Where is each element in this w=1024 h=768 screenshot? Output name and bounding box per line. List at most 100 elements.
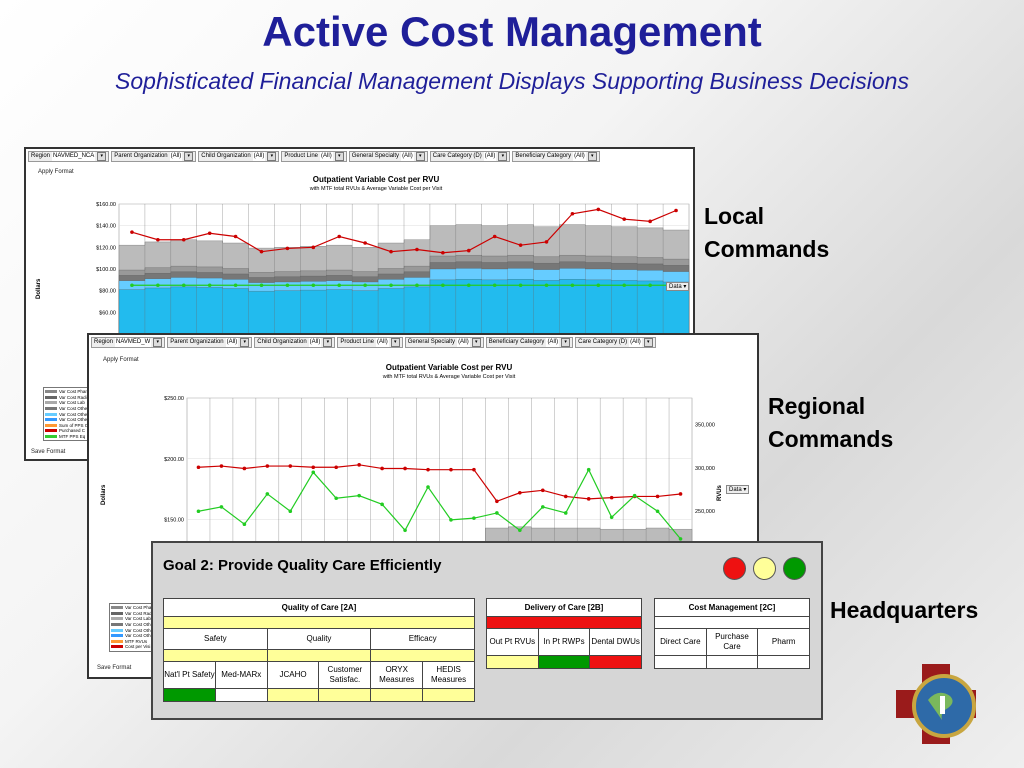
filter-dropdown[interactable]: Child Organization (All) ▾ <box>198 151 280 162</box>
filter-dropdown[interactable]: Beneficiary Category (All) ▾ <box>485 337 574 348</box>
local-legend: Var Cost Phar Var Cost Radi Var Cost Lab Va… <box>43 387 93 442</box>
metric-jcaho[interactable]: JCAHO <box>266 661 320 689</box>
purchased-point <box>181 237 186 242</box>
legend-swatch <box>111 634 123 638</box>
dashboard-title: Goal 2: Provide Quality Care Efficiently <box>163 557 442 574</box>
filter-dropdown[interactable]: General Specialty (All) ▾ <box>404 337 484 348</box>
metric-natl-pt-safety[interactable]: Nat'l Pt Safety <box>163 661 216 689</box>
chevron-down-icon[interactable]: ▾ <box>334 152 344 161</box>
save-format-link[interactable]: Save Format <box>31 449 66 455</box>
regional-data-field[interactable]: Data ▾ <box>726 485 750 494</box>
apply-format-link[interactable]: Apply Format <box>38 169 74 175</box>
chevron-down-icon[interactable]: ▾ <box>240 338 250 347</box>
legend-swatch <box>111 628 123 632</box>
chevron-down-icon[interactable]: ▾ <box>323 338 333 347</box>
y2-tick-label: 300,000 <box>695 466 715 472</box>
chevron-down-icon[interactable]: ▾ <box>97 152 107 161</box>
chevron-down-icon[interactable]: ▾ <box>587 152 597 161</box>
mtf-pps-point <box>259 283 264 288</box>
mtf-rvus-point <box>334 496 339 501</box>
legend-swatch <box>111 606 123 610</box>
mtf-rvus-point <box>242 522 247 527</box>
metric-oryx[interactable]: ORYX Measures <box>370 661 424 689</box>
label-line: Commands <box>768 426 894 452</box>
purchased-point <box>156 237 160 242</box>
filter-value: (All) <box>225 338 239 347</box>
metric-dental-dwus[interactable]: Dental DWUs <box>589 628 642 656</box>
legend-item: Var Cost Rad <box>111 611 156 617</box>
mtf-pps-point <box>311 283 316 288</box>
filter-label: Product Line <box>284 153 319 159</box>
mtf-rvus-point <box>586 467 591 472</box>
purchased-point <box>311 245 316 250</box>
metric-med-marx[interactable]: Med-MARx <box>214 661 268 689</box>
filter-dropdown[interactable]: Region NAVMED_NCA ▾ <box>28 151 110 162</box>
filter-dropdown[interactable]: Care Category (D) (All) ▾ <box>429 151 511 162</box>
delivery-of-care-header[interactable]: Delivery of Care [2B] <box>486 598 642 617</box>
metric-purchase-care[interactable]: Purchase Care <box>705 628 759 656</box>
local-data-field[interactable]: Data ▾ <box>666 282 690 291</box>
metric-direct-care[interactable]: Direct Care <box>654 628 707 656</box>
cost-per-visit-point <box>311 465 316 470</box>
apply-format-link[interactable]: Apply Format <box>103 357 139 363</box>
chevron-down-icon[interactable]: ▾ <box>184 152 194 161</box>
cost-per-visit-line <box>198 464 681 502</box>
chevron-down-icon[interactable]: ▾ <box>267 152 277 161</box>
filter-dropdown[interactable]: Region NAVMED_W ▾ <box>91 337 166 348</box>
legend-label: MTF RVUs <box>125 638 148 644</box>
efficacy-group[interactable]: Efficacy <box>370 628 475 650</box>
status-cell <box>705 655 759 669</box>
quality-group[interactable]: Quality <box>266 628 372 650</box>
legend-item: Var Cost Oth <box>111 627 156 633</box>
chevron-down-icon[interactable]: ▾ <box>471 338 481 347</box>
legend-label: MTF PPS Eq <box>59 434 86 440</box>
mtf-rvus-point <box>563 511 568 515</box>
metric-customer-satisfac[interactable]: Customer Satisfac. <box>318 661 372 689</box>
chevron-down-icon[interactable]: ▾ <box>153 338 163 347</box>
metric-pharm[interactable]: Pharm <box>757 628 810 656</box>
filter-dropdown[interactable]: Parent Organization (All) ▾ <box>111 151 197 162</box>
legend-item: Var Cost Phar <box>45 389 91 395</box>
filter-dropdown[interactable]: Care Category (D) (All) ▾ <box>575 337 656 348</box>
y-tick-label: $250.00 <box>164 396 184 402</box>
filter-dropdown[interactable]: Product Line (All) ▾ <box>281 151 347 162</box>
local-commands-label: Local Commands <box>704 200 829 266</box>
local-filter-bar[interactable]: Region NAVMED_NCA ▾ Parent Organization (All… <box>28 151 600 162</box>
filter-value: (All) <box>573 152 586 161</box>
chevron-down-icon[interactable]: ▾ <box>415 152 425 161</box>
quality-of-care-table: Quality of Care [2A] Safety Quality Effi… <box>163 598 475 702</box>
metric-in-pt-rwps[interactable]: In Pt RWPs <box>537 628 591 656</box>
filter-dropdown[interactable]: Product Line (All) ▾ <box>337 337 403 348</box>
filter-dropdown[interactable]: Parent Organization (All) ▾ <box>167 337 253 348</box>
mtf-pps-point <box>156 283 160 288</box>
chevron-down-icon[interactable]: ▾ <box>561 338 571 347</box>
local-chart-title: Outpatient Variable Cost per RVU <box>312 175 440 184</box>
regional-commands-label: Regional Commands <box>768 390 893 456</box>
chevron-down-icon[interactable]: ▾ <box>643 338 653 347</box>
mtf-rvus-point <box>265 492 270 496</box>
mtf-rvus-line <box>198 468 681 540</box>
safety-group[interactable]: Safety <box>163 628 268 650</box>
mtf-rvus-point <box>449 518 453 522</box>
purchased-point <box>233 234 238 239</box>
status-cell <box>486 655 539 669</box>
metric-out-pt-rvus[interactable]: Out Pt RVUs <box>486 628 539 656</box>
chevron-down-icon[interactable]: ▾ <box>390 338 400 347</box>
filter-dropdown[interactable]: Child Organization (All) ▾ <box>254 337 336 348</box>
filter-dropdown[interactable]: Beneficiary Category (All) ▾ <box>512 151 600 162</box>
filter-dropdown[interactable]: General Specialty (All) ▾ <box>348 151 428 162</box>
filter-value: (All) <box>376 338 389 347</box>
legend-label: Var Cost Rad <box>125 610 152 616</box>
save-format-link[interactable]: Save Format <box>97 665 132 671</box>
cost-management-header[interactable]: Cost Management [2C] <box>654 598 810 617</box>
mtf-pps-point <box>337 283 342 288</box>
yellow-light-icon <box>753 557 776 580</box>
regional-filter-bar[interactable]: Region NAVMED_W ▾ Parent Organization (All) ▾… <box>91 337 656 348</box>
cost-per-visit-point <box>403 466 407 471</box>
cost-per-visit-point <box>678 492 683 496</box>
legend-item: Sum of PPS C <box>45 423 91 429</box>
chevron-down-icon[interactable]: ▾ <box>498 152 508 161</box>
purchased-point <box>130 230 134 234</box>
quality-of-care-header[interactable]: Quality of Care [2A] <box>163 598 475 617</box>
metric-hedis[interactable]: HEDIS Measures <box>422 661 475 689</box>
